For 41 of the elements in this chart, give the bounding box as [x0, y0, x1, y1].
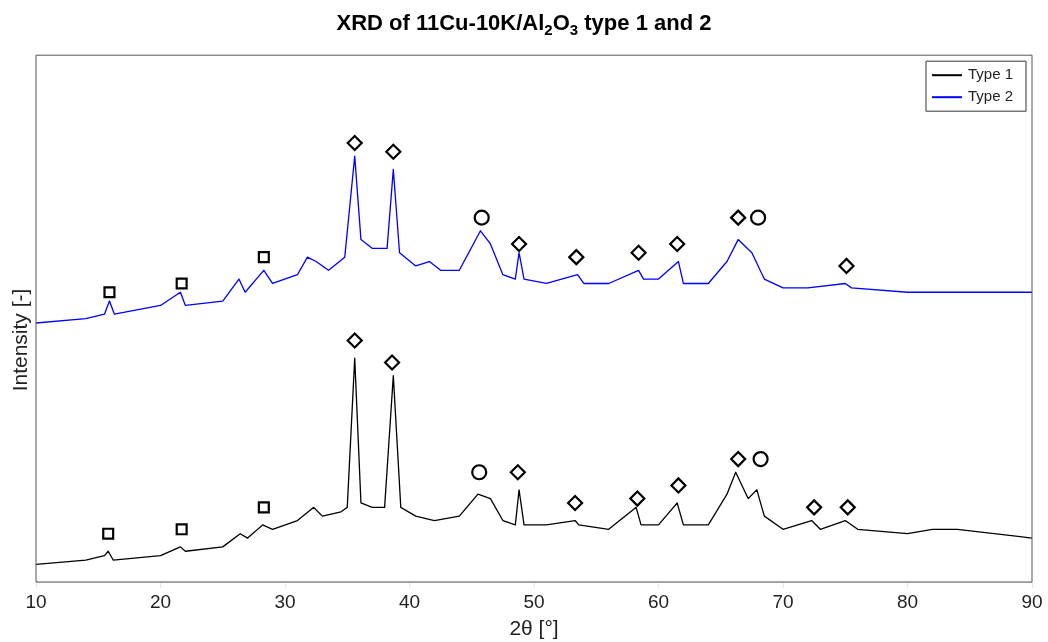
x-tick-label: 50 — [523, 590, 545, 612]
x-tick-label: 60 — [647, 590, 670, 612]
point — [103, 286, 116, 299]
chart-title: XRD of 11Cu-10K/Al$_{2}$O$_{3}$ type 1 and 2 — [335, 9, 713, 41]
point — [257, 251, 270, 264]
point — [568, 249, 585, 266]
point — [102, 527, 115, 540]
point — [175, 277, 188, 290]
point — [383, 354, 401, 371]
point — [510, 235, 528, 253]
point — [839, 499, 856, 516]
point — [752, 450, 769, 468]
point — [346, 332, 363, 349]
point — [629, 490, 646, 507]
point — [730, 450, 747, 468]
point — [838, 257, 855, 275]
x-tick-label: 40 — [398, 590, 421, 612]
point — [509, 464, 526, 481]
x-tick-label: 90 — [1021, 590, 1043, 612]
point — [750, 209, 767, 226]
legend-label: Type 2 — [968, 87, 1014, 105]
point — [175, 523, 188, 536]
point — [346, 134, 363, 152]
legend-label: Type 1 — [968, 65, 1014, 83]
x-tick-label: 30 — [274, 590, 296, 612]
point — [385, 143, 402, 160]
x-tick-label: 10 — [25, 590, 47, 612]
x-tick-label: 70 — [772, 590, 794, 612]
point — [471, 464, 488, 481]
point — [806, 499, 823, 516]
point — [566, 494, 584, 512]
point — [670, 477, 687, 494]
point — [473, 209, 490, 226]
point — [257, 501, 270, 514]
point — [630, 244, 647, 261]
point — [730, 209, 747, 226]
x-axis-title: 2θ [°] — [509, 616, 559, 640]
x-tick-label: 20 — [149, 590, 172, 612]
x-tick-label: 80 — [896, 590, 919, 612]
y-axis-title: Intensity [-] — [8, 287, 32, 394]
point — [669, 235, 686, 253]
